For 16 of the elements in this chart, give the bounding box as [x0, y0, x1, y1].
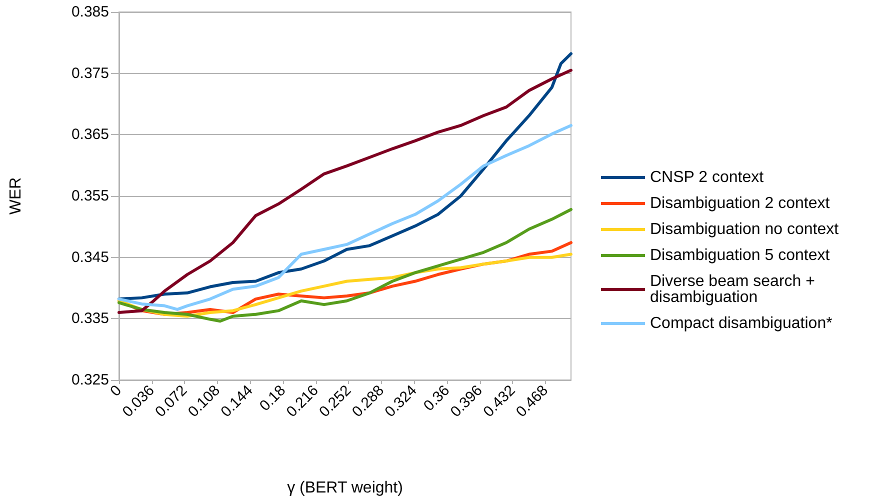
legend-label: Disambiguation no context	[650, 221, 840, 238]
y-tick-label: 0.385	[71, 4, 109, 20]
y-tick-label: 0.325	[71, 372, 109, 388]
x-axis-title: γ (BERT weight)	[287, 480, 403, 496]
y-tick-label: 0.375	[71, 64, 109, 82]
legend-label: Diverse beam search + disambiguation	[650, 273, 820, 306]
y-axis-title: WER	[8, 177, 24, 215]
y-tick-label: 0.355	[71, 188, 109, 204]
legend-label: Disambiguation 2 context	[650, 195, 830, 212]
y-tick-label: 0.335	[71, 310, 109, 328]
y-tick-label: 0.365	[71, 126, 109, 144]
legend-label: Disambiguation 5 context	[650, 247, 830, 264]
legend-label: CNSP 2 context	[650, 169, 764, 186]
x-tick-label: 0	[107, 382, 126, 400]
y-tick-label: 0.345	[71, 248, 109, 266]
legend-label: Compact disambiguation*	[650, 315, 832, 332]
